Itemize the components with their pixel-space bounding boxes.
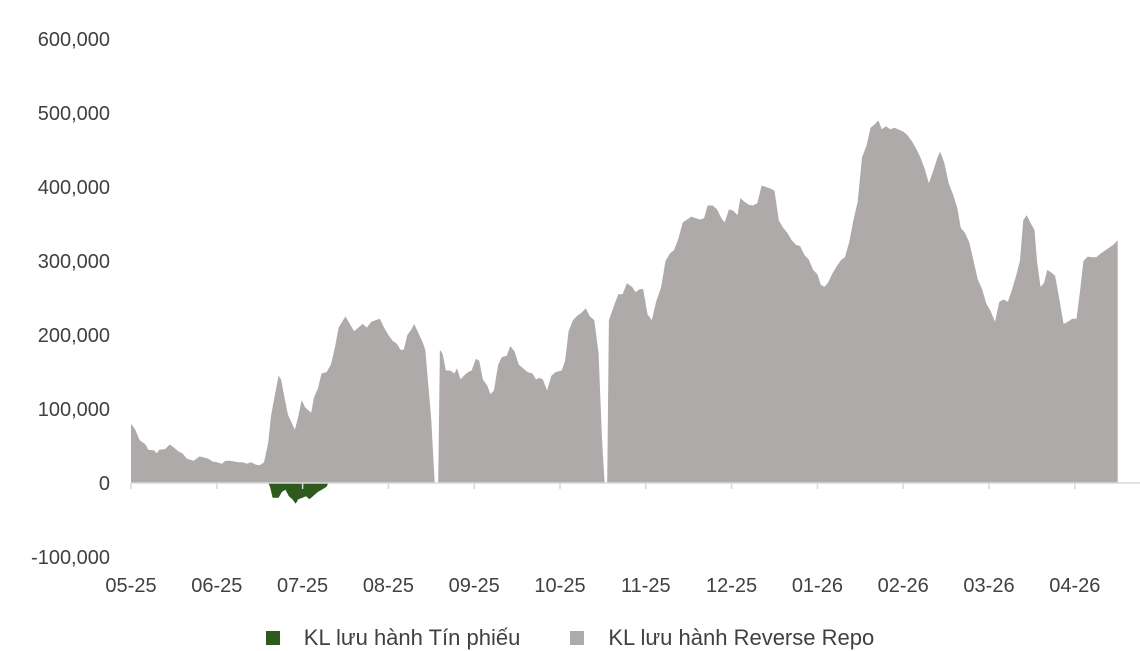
y-axis-tick-labels: 600,000 500,000 400,000 300,000 200,000 100,0… bbox=[31, 29, 110, 569]
chart-areas bbox=[131, 120, 1118, 504]
x-tick-label: 04-26 bbox=[1049, 575, 1100, 597]
x-tick-label: 12-25 bbox=[706, 575, 757, 597]
area-reverse-repo bbox=[131, 120, 1118, 484]
legend-label-tin-phieu: KL lưu hành Tín phiếu bbox=[303, 624, 521, 650]
x-tick-label: 11-25 bbox=[621, 575, 671, 597]
x-tick-label: 01-26 bbox=[792, 575, 843, 597]
y-tick-label: 600,000 bbox=[38, 29, 110, 51]
chart-legend: KL lưu hành Tín phiếu KL lưu hành Revers… bbox=[0, 624, 1140, 651]
x-tick-label: 08-25 bbox=[363, 575, 414, 597]
x-tick-label: 10-25 bbox=[534, 575, 585, 597]
legend-item-tin-phieu: KL lưu hành Tín phiếu bbox=[265, 624, 521, 651]
chart-canvas: 600,000 500,000 400,000 300,000 200,000 100,0… bbox=[31, 29, 1140, 597]
y-tick-label: 500,000 bbox=[38, 103, 110, 125]
legend-swatch-reverse-repo bbox=[570, 630, 585, 645]
legend-item-reverse-repo: KL lưu hành Reverse Repo bbox=[570, 625, 874, 651]
x-tick-label: 03-26 bbox=[963, 575, 1014, 597]
x-tick-label: 02-26 bbox=[878, 575, 929, 597]
y-tick-label: -100,000 bbox=[31, 547, 110, 569]
x-tick-label: 07-25 bbox=[277, 575, 328, 597]
y-tick-label: 0 bbox=[99, 473, 110, 495]
y-tick-label: 200,000 bbox=[38, 325, 110, 347]
x-tick-label: 06-25 bbox=[191, 575, 242, 597]
legend-label-reverse-repo: KL lưu hành Reverse Repo bbox=[608, 624, 875, 650]
x-tick-label: 05-25 bbox=[105, 575, 156, 597]
x-axis bbox=[130, 482, 1140, 489]
y-tick-label: 400,000 bbox=[38, 177, 110, 199]
y-tick-label: 300,000 bbox=[38, 251, 110, 273]
y-tick-label: 100,000 bbox=[38, 399, 110, 421]
area-tin-phieu bbox=[268, 483, 329, 504]
x-tick-label: 09-25 bbox=[449, 575, 500, 597]
x-axis-tick-labels: 05-25 06-25 07-25 08-25 09-25 10-25 11-25 12-25… bbox=[105, 575, 1100, 597]
legend-swatch-tin-phieu bbox=[265, 630, 280, 645]
